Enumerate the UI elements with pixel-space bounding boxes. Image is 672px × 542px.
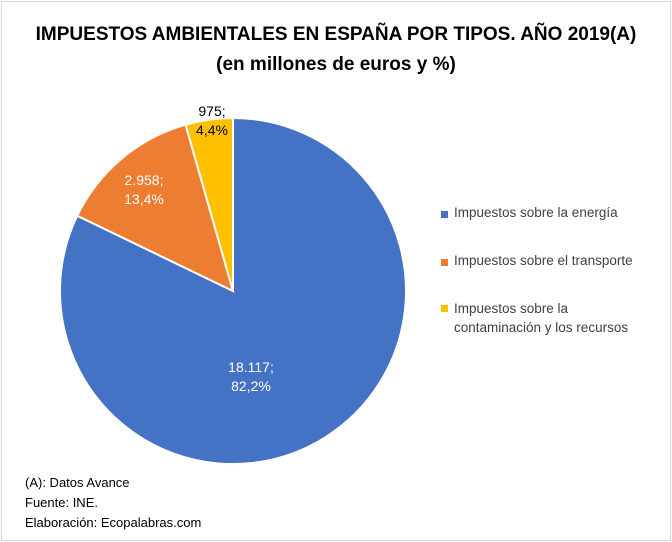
data-label-energy: 18.117; 82,2%: [211, 358, 291, 396]
legend-swatch-icon: [441, 305, 448, 312]
chart-subtitle: (en millones de euros y %): [216, 54, 456, 75]
pie-slice-contamination: [184, 116, 234, 292]
data-label-value: 2.958;: [124, 172, 164, 188]
data-label-value: 975;: [198, 103, 226, 119]
note-source: Fuente: INE.: [25, 495, 98, 510]
data-label-contamination: 975; 4,4%: [172, 102, 252, 140]
pie-slice-transport: [75, 123, 235, 293]
legend-label: Impuestos sobre la: [454, 301, 569, 316]
legend-item-contamination: Impuestos sobre la contaminación y los re…: [441, 299, 628, 337]
data-label-percent: 13,4%: [124, 191, 164, 207]
legend-item-transport: Impuestos sobre el transporte: [441, 253, 633, 268]
data-label-percent: 4,4%: [196, 122, 228, 138]
legend-label: Impuestos sobre el transporte: [454, 253, 633, 268]
note-advance-data: (A): Datos Avance: [25, 475, 130, 490]
legend-swatch-icon: [441, 211, 448, 218]
data-label-value: 18.117;: [228, 359, 274, 375]
legend-item-energy: Impuestos sobre la energía: [441, 205, 618, 220]
data-label-transport: 2.958; 13,4%: [104, 171, 184, 209]
legend-swatch-icon: [441, 259, 448, 266]
legend-label: contaminación y los recursos: [454, 320, 629, 335]
legend-label: Impuestos sobre la energía: [454, 205, 618, 220]
chart-title: IMPUESTOS AMBIENTALES EN ESPAÑA POR TIPO…: [35, 24, 637, 45]
note-credit: Elaboración: Ecopalabras.com: [25, 515, 202, 530]
data-label-percent: 82,2%: [231, 378, 271, 394]
